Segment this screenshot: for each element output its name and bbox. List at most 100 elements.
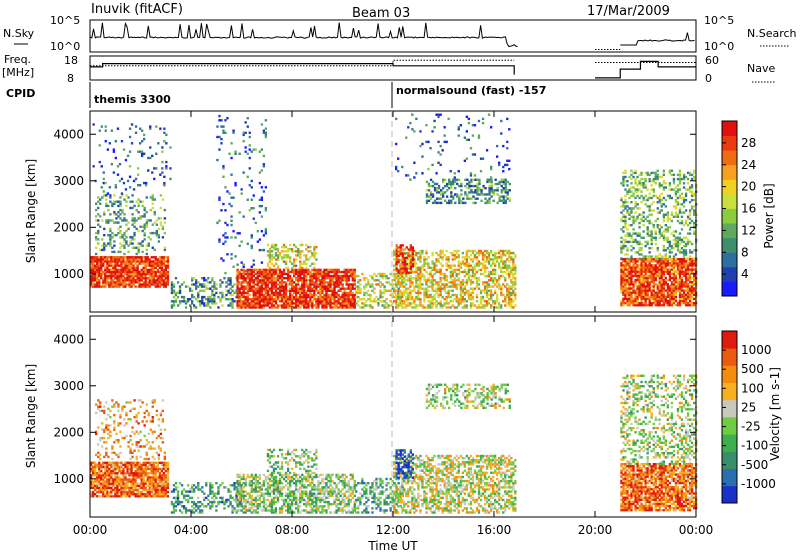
heatmap-cell <box>335 295 338 299</box>
heatmap-cell <box>260 293 264 297</box>
heatmap-cell <box>672 276 676 280</box>
heatmap-cell <box>134 256 137 259</box>
heatmap-cell <box>163 181 166 185</box>
heatmap-cell <box>640 268 643 271</box>
heatmap-cell <box>155 167 158 170</box>
heatmap-cell <box>443 287 446 290</box>
heatmap-cell <box>143 225 146 228</box>
heatmap-cell <box>498 304 501 307</box>
heatmap-cell <box>399 246 402 249</box>
heatmap-cell <box>508 300 511 303</box>
heatmap-cell <box>130 268 133 272</box>
heatmap-cell <box>477 287 481 290</box>
heatmap-cell <box>347 279 350 282</box>
heatmap-cell <box>258 171 262 174</box>
heatmap-cell <box>295 304 298 307</box>
heatmap-cell <box>482 187 485 190</box>
heatmap-cell <box>335 279 338 282</box>
heatmap-cell <box>500 249 503 253</box>
heatmap-cell <box>461 251 465 255</box>
heatmap-cell <box>248 148 251 151</box>
heatmap-cell <box>391 279 394 282</box>
heatmap-cell <box>419 283 422 286</box>
heatmap-cell <box>682 260 686 263</box>
nave-right-tick-bottom: 0 <box>705 72 712 85</box>
heatmap-cell <box>437 151 440 154</box>
heatmap-cell <box>419 279 422 282</box>
heatmap-cell <box>672 258 676 261</box>
heatmap-cell <box>634 289 637 292</box>
heatmap-cell <box>359 279 362 282</box>
heatmap-cell <box>266 254 270 257</box>
heatmap-cell <box>256 306 259 309</box>
heatmap-cell <box>323 289 326 292</box>
heatmap-cell <box>676 258 680 261</box>
heatmap-cell <box>379 274 382 278</box>
heatmap-cell <box>693 276 696 280</box>
heatmap-cell <box>638 278 641 282</box>
heatmap-cell <box>678 272 682 275</box>
heatmap-cell <box>447 266 450 269</box>
heatmap-cell <box>435 251 438 255</box>
heatmap-cell <box>102 264 105 267</box>
heatmap-cell <box>419 130 422 133</box>
heatmap-cell <box>349 293 352 297</box>
heatmap-cell <box>463 262 467 265</box>
heatmap-cell <box>457 170 460 173</box>
heatmap-cell <box>638 301 641 305</box>
heatmap-cell <box>227 298 230 301</box>
heatmap-cell <box>234 255 237 258</box>
heatmap-cell <box>291 281 294 284</box>
heatmap-cell <box>500 189 503 192</box>
heatmap-cell <box>465 283 469 286</box>
heatmap-cell <box>97 206 100 210</box>
heatmap-cell <box>115 221 118 224</box>
heatmap-cell <box>110 281 113 284</box>
heatmap-cell <box>427 195 431 198</box>
heatmap-cell <box>195 283 198 286</box>
heatmap-cell <box>240 283 243 286</box>
heatmap-cell <box>483 304 487 307</box>
heatmap-cell <box>658 272 661 275</box>
heatmap-cell <box>620 182 623 185</box>
heatmap-cell <box>510 270 513 274</box>
heatmap-cell <box>407 298 410 301</box>
heatmap-cell <box>110 279 113 282</box>
heatmap-cell <box>317 295 320 299</box>
heatmap-cell <box>116 283 119 286</box>
heatmap-cell <box>117 227 120 231</box>
heatmap-cell <box>670 283 674 286</box>
heatmap-cell <box>638 247 641 250</box>
heatmap-cell <box>672 293 676 296</box>
heatmap-cell <box>459 289 463 292</box>
heatmap-cell <box>133 204 136 208</box>
heatmap-cell <box>479 157 483 160</box>
heatmap-cell <box>506 295 509 299</box>
heatmap-cell <box>646 260 649 263</box>
heatmap-cell <box>502 249 505 253</box>
heatmap-cell <box>268 272 272 276</box>
heatmap-cell <box>662 293 666 296</box>
heatmap-cell <box>395 306 398 309</box>
heatmap-cell <box>620 240 623 244</box>
heatmap-cell <box>483 266 487 269</box>
heatmap-cell <box>131 238 134 241</box>
heatmap-cell <box>662 278 666 282</box>
heatmap-cell <box>351 300 354 303</box>
heatmap-cell <box>512 293 515 297</box>
heatmap-cell <box>153 231 156 235</box>
heatmap-cell <box>626 234 629 237</box>
heatmap-cell <box>97 219 100 222</box>
heatmap-cell <box>349 291 352 295</box>
heatmap-cell <box>163 221 167 224</box>
heatmap-cell <box>656 169 659 172</box>
heatmap-cell <box>449 285 452 288</box>
heatmap-cell <box>498 285 501 288</box>
heatmap-cell <box>319 270 322 274</box>
heatmap-cell <box>684 266 688 269</box>
heatmap-cell <box>95 231 98 235</box>
heatmap-cell <box>327 277 330 280</box>
heatmap-cell <box>248 131 251 134</box>
heatmap-cell <box>98 279 101 282</box>
heatmap-cell <box>502 260 505 263</box>
